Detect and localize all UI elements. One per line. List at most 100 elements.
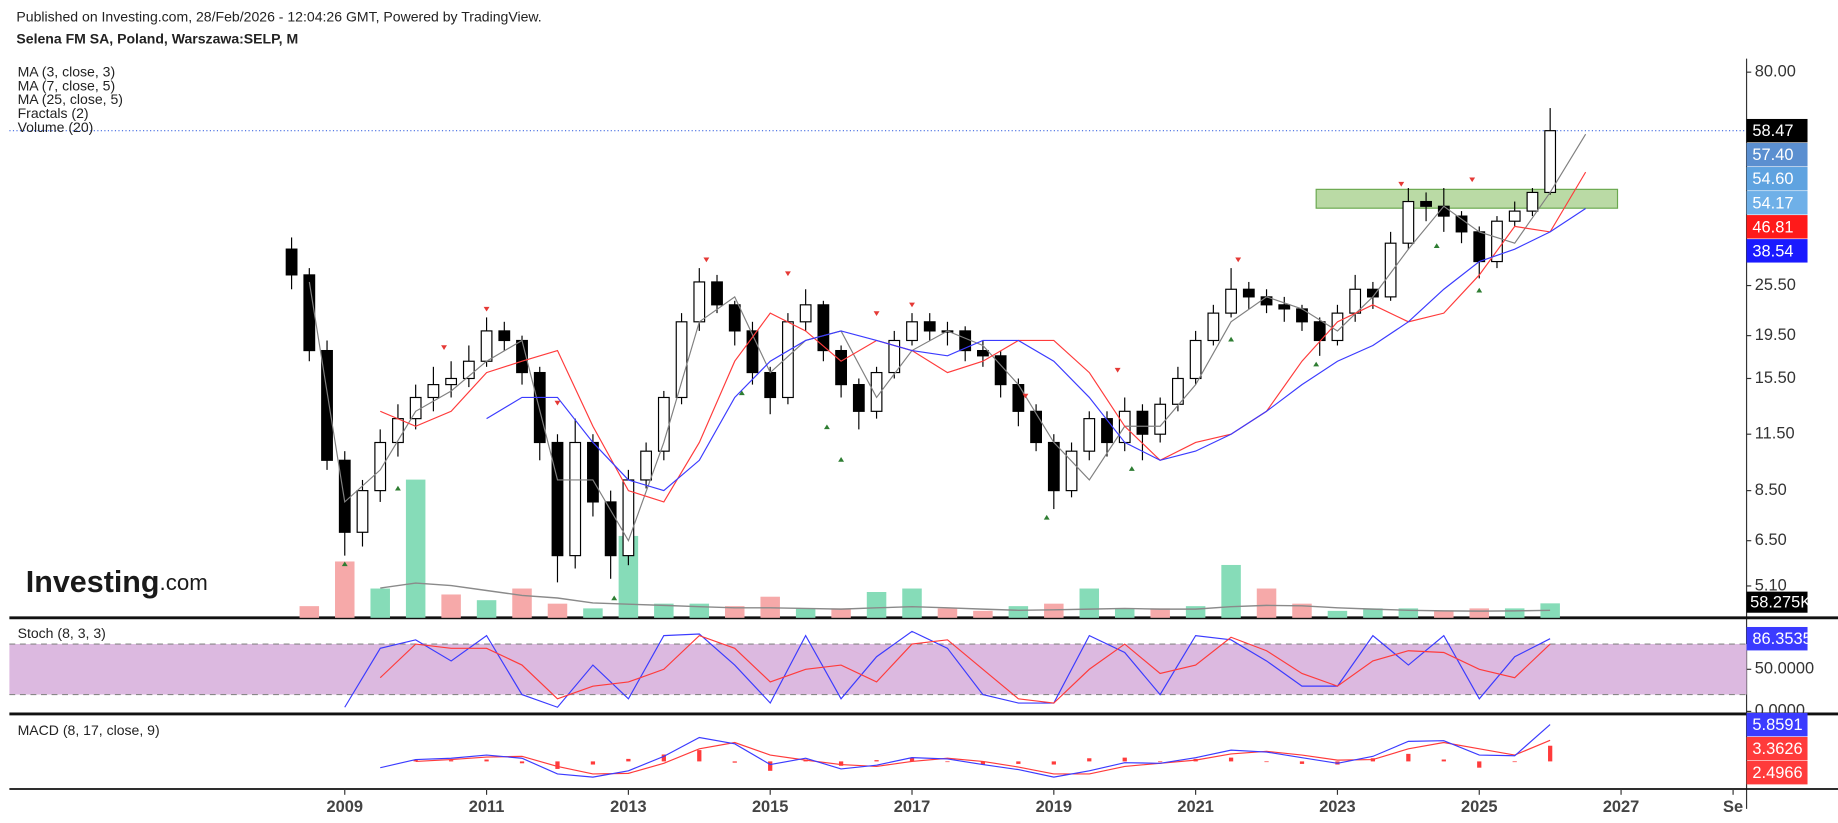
price-label-box xyxy=(1746,191,1808,215)
candle-body xyxy=(977,349,989,357)
fractal-low xyxy=(611,595,618,601)
candle-body xyxy=(1366,288,1379,298)
volume-bar xyxy=(1221,564,1241,618)
logo-suffix: .com xyxy=(160,570,208,595)
price-label-box xyxy=(1746,167,1808,191)
volume-bar xyxy=(654,603,674,618)
macd-histogram-bar xyxy=(519,761,525,764)
macd-histogram-bar xyxy=(661,754,666,762)
y-tick-label: 11.50 xyxy=(1755,425,1795,443)
macd-histogram-bar xyxy=(1441,759,1446,762)
volume-bar xyxy=(405,479,426,618)
candle-body xyxy=(303,274,316,352)
macd-histogram-bar xyxy=(1122,757,1127,762)
fractal-high xyxy=(909,302,915,308)
macd-histogram-bar xyxy=(626,758,631,762)
fractal-low xyxy=(1313,361,1320,367)
macd-histogram-bar xyxy=(413,759,418,762)
stoch-band xyxy=(9,644,1747,695)
fractal-low xyxy=(1228,336,1235,342)
volume-bar xyxy=(547,603,568,618)
candle-body xyxy=(462,360,475,380)
fractal-low xyxy=(395,485,401,491)
price-label-box xyxy=(1746,760,1808,785)
candle-body xyxy=(1491,220,1503,263)
volume-ma xyxy=(380,582,1551,612)
fractal-low xyxy=(738,390,745,396)
candle-body xyxy=(392,418,404,444)
stoch-line xyxy=(379,634,1551,704)
macd-histogram-bar xyxy=(909,757,915,762)
candle-body xyxy=(852,384,865,412)
candle-body xyxy=(1278,304,1291,310)
candle-body xyxy=(1101,418,1113,444)
candle-body xyxy=(870,371,883,412)
volume-bar xyxy=(724,606,745,618)
x-tick-label: 2011 xyxy=(469,798,505,816)
macd-histogram-bar xyxy=(1087,758,1092,762)
candle-body xyxy=(587,441,599,503)
macd-histogram-bar xyxy=(1477,761,1482,768)
macd-histogram-bar xyxy=(732,761,737,763)
volume-bar xyxy=(370,588,390,618)
y-tick-label: 19.50 xyxy=(1755,326,1796,344)
indicator-label: MA (7, close, 5) xyxy=(18,77,116,93)
fractal-low xyxy=(1043,514,1050,520)
volume-bar xyxy=(1114,608,1135,618)
candle-body xyxy=(1083,418,1096,452)
fractal-high xyxy=(483,306,490,312)
volume-bar xyxy=(1327,610,1348,618)
candle-body xyxy=(551,441,564,557)
macd-signal xyxy=(415,739,1551,775)
price-label-box xyxy=(1746,239,1808,263)
volume-bar xyxy=(618,535,639,618)
moving-average xyxy=(380,171,1587,503)
x-tick-label: 2017 xyxy=(894,798,931,816)
fractal-high xyxy=(554,400,561,406)
fractal-high xyxy=(1469,177,1476,183)
macd-histogram-bar xyxy=(590,761,596,765)
macd-histogram-bar xyxy=(1228,757,1234,762)
volume-bar xyxy=(1469,608,1490,618)
volume-bar xyxy=(866,592,887,618)
indicator-label: Stoch (8, 3, 3) xyxy=(18,625,106,641)
fractal-low xyxy=(1128,466,1135,471)
volume-bar xyxy=(512,588,532,618)
volume-bar xyxy=(583,608,603,618)
candle-body xyxy=(1402,200,1415,244)
candle-body xyxy=(1225,288,1237,314)
candle-body xyxy=(817,304,830,352)
fractal-low xyxy=(838,457,845,462)
x-tick-label: 2019 xyxy=(1036,798,1073,816)
volume-bar xyxy=(1008,606,1029,618)
y-tick-label: 25.50 xyxy=(1755,276,1796,294)
candle-body xyxy=(1047,441,1060,492)
price-label: 2.4966 xyxy=(1752,764,1802,782)
volume-label: 58.275K xyxy=(1750,594,1811,612)
volume-bar xyxy=(299,606,320,618)
macd-histogram-bar xyxy=(1406,753,1411,762)
macd-histogram-bar xyxy=(945,761,950,763)
volume-bar xyxy=(1150,608,1170,618)
macd-histogram-bar xyxy=(448,760,454,762)
volume-bar xyxy=(441,594,461,618)
y-tick-label: 50.0000 xyxy=(1755,660,1814,678)
candle-body xyxy=(1473,231,1486,263)
indicator-label: MA (3, close, 3) xyxy=(18,63,116,79)
candle-body xyxy=(1384,242,1397,298)
fractal-low xyxy=(1433,243,1440,248)
candle-body xyxy=(1544,130,1557,194)
candle-body xyxy=(285,248,298,276)
volume-bar xyxy=(795,608,816,618)
volume-bar xyxy=(1540,603,1560,618)
volume-bar xyxy=(831,608,851,618)
fractal-high xyxy=(703,257,710,263)
candle-body xyxy=(1136,410,1149,435)
candle-body xyxy=(338,459,351,533)
volume-bar xyxy=(1398,608,1419,618)
candle-body xyxy=(906,321,918,342)
x-tick-label: 2009 xyxy=(327,798,363,816)
fractal-high xyxy=(441,345,447,350)
